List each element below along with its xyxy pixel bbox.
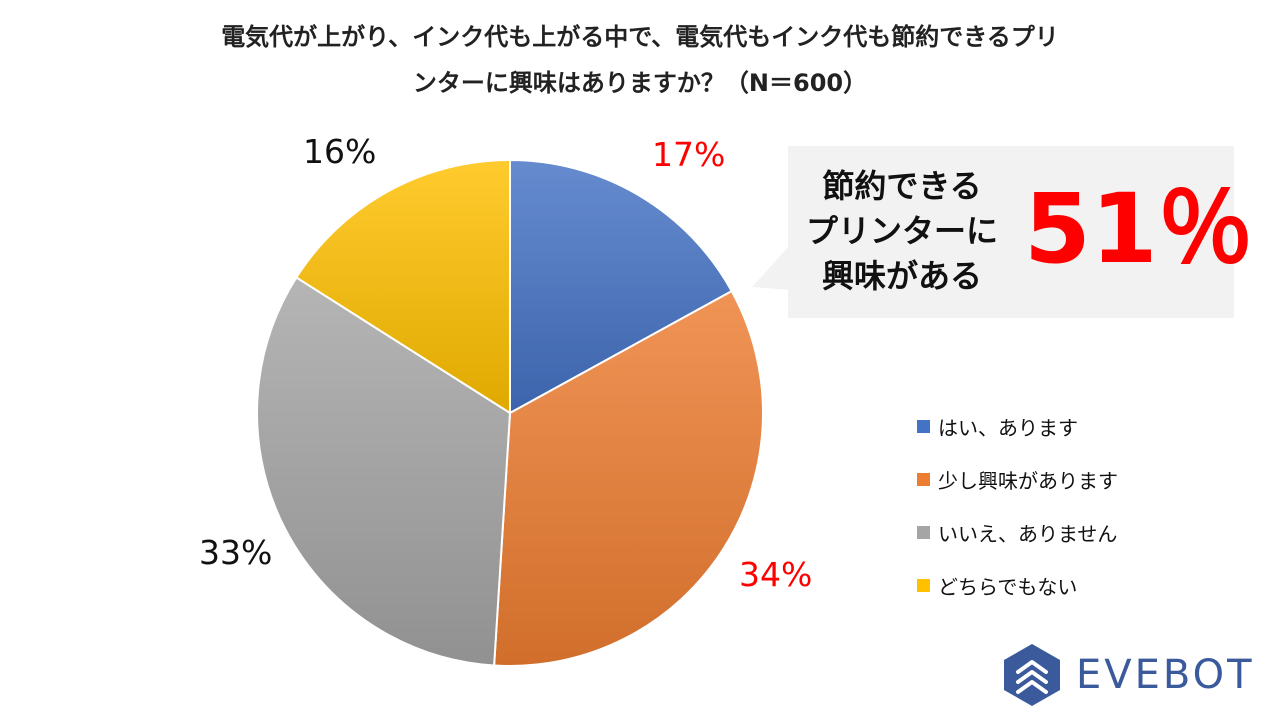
legend-swatch-iie <box>917 526 930 539</box>
pie-slice-iie <box>256 276 512 667</box>
pie-slice-dochira <box>295 158 511 415</box>
chart-title: 電気代が上がり、インク代も上がる中で、電気代もインク代も節約できるプリ ンターに… <box>0 14 1280 106</box>
callout-line-1: 節約できる <box>822 167 982 205</box>
evebot-logo-text: EVEBOT <box>1076 652 1255 698</box>
callout-pointer <box>752 245 790 290</box>
legend-swatch-hai <box>917 420 930 433</box>
evebot-logo: EVEBOT <box>1000 640 1255 710</box>
legend-swatch-sukoshi <box>917 473 930 486</box>
chart-title-line-2: ンターに興味はありますか？（N＝600） <box>412 69 868 97</box>
legend-item-hai: はい、あります <box>917 400 1118 453</box>
legend-swatch-dochira <box>917 579 930 592</box>
legend-item-iie: いいえ、ありません <box>917 506 1118 559</box>
evebot-logo-icon <box>1004 644 1060 706</box>
callout-text: 節約できる プリンターに 興味がある <box>788 164 1016 299</box>
legend-label-sukoshi: 少し興味があります <box>938 469 1118 493</box>
pie-slice-sukoshi <box>493 289 764 667</box>
chart-title-line-1: 電気代が上がり、インク代も上がる中で、電気代もインク代も節約できるプリ <box>221 23 1059 51</box>
legend: はい、あります 少し興味があります いいえ、ありません どちらでもない <box>917 400 1118 612</box>
legend-label-hai: はい、あります <box>938 416 1078 440</box>
callout-line-2: プリンターに <box>805 212 998 250</box>
legend-label-dochira: どちらでもない <box>938 575 1078 599</box>
slice-label-sukoshi: 34% <box>739 555 813 594</box>
slice-label-hai: 17% <box>652 135 726 174</box>
callout-line-3: 興味がある <box>821 257 982 295</box>
callout-big-value: 51％ <box>1024 173 1254 285</box>
callout-box: 節約できる プリンターに 興味がある 51％ <box>788 146 1254 318</box>
pie-slice-hai <box>509 158 734 415</box>
legend-item-dochira: どちらでもない <box>917 559 1118 612</box>
slice-label-iie: 33% <box>199 533 273 572</box>
legend-item-sukoshi: 少し興味があります <box>917 453 1118 506</box>
slice-label-dochira: 16% <box>303 132 377 171</box>
legend-label-iie: いいえ、ありません <box>938 522 1118 546</box>
